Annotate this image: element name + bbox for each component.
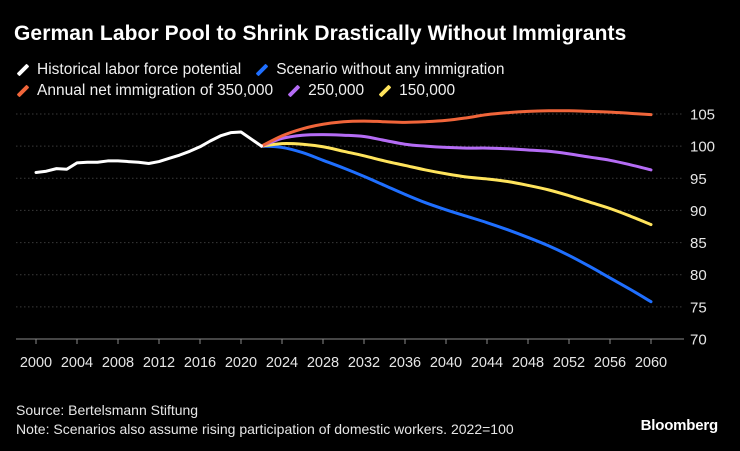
source-text: Source: Bertelsmann Stiftung [16, 402, 199, 418]
y-tick-label-80: 80 [690, 267, 707, 284]
x-tick-label-2052: 2052 [553, 355, 585, 371]
legend-label-150k: 150,000 [399, 82, 456, 99]
x-tick-label-2036: 2036 [389, 355, 421, 371]
legend-item-250k: 250,000 [287, 82, 364, 100]
x-tick-label-2016: 2016 [184, 355, 216, 371]
x-tick-label-2004: 2004 [61, 355, 93, 371]
legend-label-historical: Historical labor force potential [37, 61, 242, 78]
x-tick-label-2056: 2056 [594, 355, 626, 371]
y-tick-label-95: 95 [690, 171, 707, 188]
y-tick-label-105: 105 [690, 107, 715, 124]
y-tick-label-85: 85 [690, 235, 707, 252]
x-tick-label-2012: 2012 [143, 355, 175, 371]
x-tick-label-2048: 2048 [512, 355, 544, 371]
y-tick-label-70: 70 [690, 332, 707, 349]
legend-label-350k: Annual net immigration of 350,000 [37, 82, 274, 99]
legend-item-no-immigration: Scenario without any immigration [255, 61, 505, 79]
x-tick-label-2008: 2008 [102, 355, 134, 371]
x-tick-label-2040: 2040 [430, 355, 462, 371]
bloomberg-logo: Bloomberg [640, 417, 719, 434]
legend-label-no-immigration: Scenario without any immigration [276, 61, 505, 78]
series-line-250k [260, 133, 653, 172]
legend-item-150k: 150,000 [378, 82, 455, 100]
x-tick-label-2020: 2020 [225, 355, 257, 371]
legend-item-historical: Historical labor force potential [16, 61, 241, 79]
legend-item-350k: Annual net immigration of 350,000 [16, 82, 273, 100]
note-text: Note: Scenarios also assume rising parti… [16, 421, 514, 437]
x-tick-label-2044: 2044 [471, 355, 503, 371]
chart-title: German Labor Pool to Shrink Drastically … [14, 22, 627, 45]
legend-row-1: Historical labor force potential Scenari… [16, 61, 519, 79]
series-line-no-immigration [260, 144, 653, 304]
y-tick-label-90: 90 [690, 203, 707, 220]
legend-label-250k: 250,000 [308, 82, 365, 99]
x-tick-label-2000: 2000 [20, 355, 52, 371]
legend-row-2: Annual net immigration of 350,000 250,00… [16, 82, 469, 100]
x-tick-label-2032: 2032 [348, 355, 380, 371]
x-tick-label-2028: 2028 [307, 355, 339, 371]
series-line-350k [260, 109, 653, 148]
series-line-150k [260, 141, 653, 227]
y-tick-label-75: 75 [690, 299, 707, 316]
series-line-historical [34, 130, 263, 174]
y-tick-label-100: 100 [690, 139, 715, 156]
x-tick-label-2060: 2060 [635, 355, 667, 371]
x-tick-label-2024: 2024 [266, 355, 298, 371]
